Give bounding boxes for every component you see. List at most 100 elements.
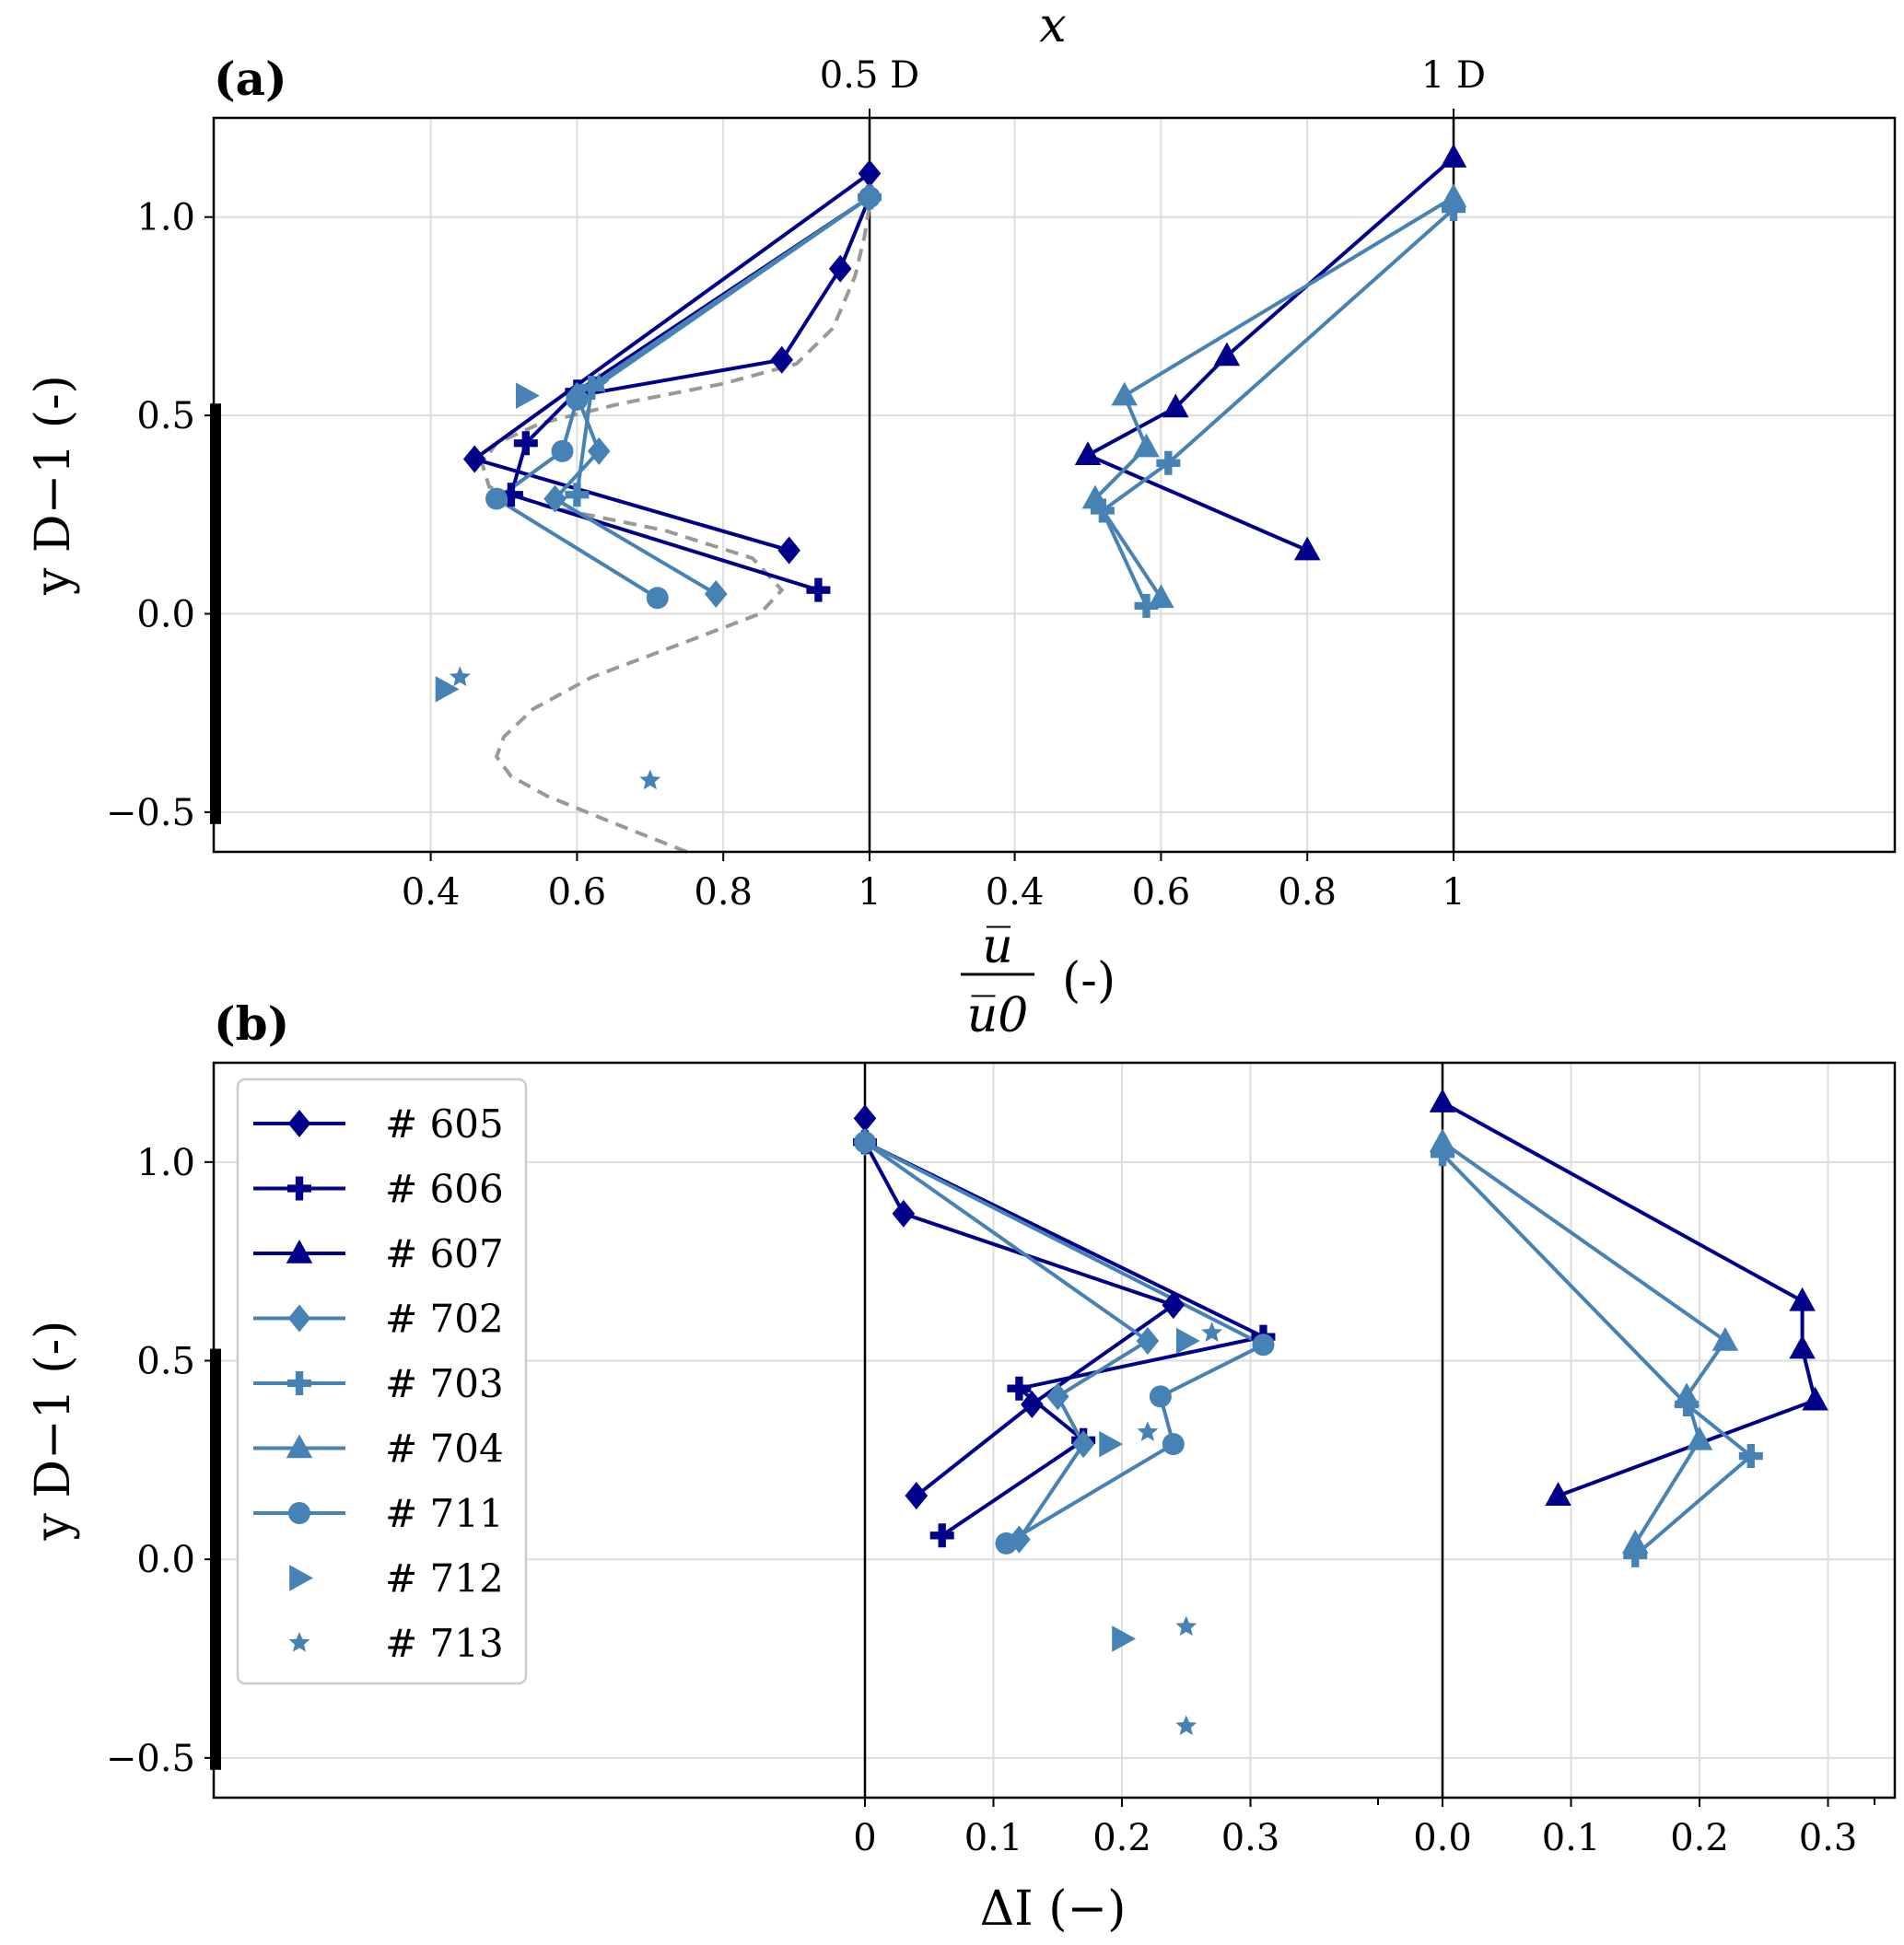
data-point [646,587,669,610]
series-line [552,195,871,596]
data-point [579,375,604,400]
series-line [470,171,871,553]
data-point [565,483,590,507]
y-tick-label: −0.5 [106,792,195,834]
data-point [1090,498,1115,523]
data-point [1201,1322,1223,1342]
data-point [513,431,538,456]
series-line [493,195,871,600]
series-line [1441,1140,1728,1544]
model-curve [479,204,871,854]
data-point [1252,1334,1275,1357]
data-point [858,159,882,188]
top-tick-label: 1 D [1421,54,1486,97]
y-tick-label: 0.5 [136,395,195,437]
x-tick-label: 0.2 [1092,1817,1151,1859]
x-tick-label: 0 [853,1817,876,1859]
data-point [543,484,567,513]
data-point [1162,393,1189,418]
y-axis-label: y D−1 (-) [26,375,81,596]
data-point [777,536,800,565]
series-line [1441,1152,1754,1557]
data-point [1007,1376,1032,1401]
data-point [1099,1430,1124,1458]
x-tick-label: 0.3 [1221,1817,1280,1859]
data-point [1789,1334,1816,1359]
legend-marker [286,1434,313,1459]
data-point [1440,144,1467,168]
data-point [1133,433,1160,458]
data-point [1175,1715,1197,1736]
data-point [1213,342,1241,367]
cylinder-marker [210,1348,221,1770]
data-point [1789,1287,1816,1311]
x-tick-label: 0.1 [964,1817,1023,1859]
plot-frame [212,116,1897,854]
legend-marker [288,1502,310,1524]
data-point [1149,1385,1172,1408]
series-line [863,1140,1151,1541]
panel-label: (a) [214,52,287,106]
data-point [1137,1421,1159,1441]
data-point [1440,183,1467,207]
data-point [587,437,611,465]
legend-marker [287,1371,311,1395]
series-line [577,196,871,398]
data-point [859,186,881,209]
y-tick-label: −0.5 [106,1738,195,1780]
data-point [462,445,486,473]
data-point [1431,1142,1454,1167]
x-tick-label: 0.8 [1278,871,1337,914]
panel-b: 0 0.1 0.2 0.3 0.0 0.1 0.2 0.3 −0.5 0.0 0.5 1.0 y D−1… [26,996,1897,1937]
legend-label: # 711 [385,1491,504,1536]
data-point [853,1104,877,1133]
data-point [806,577,831,602]
legend-label: # 713 [385,1621,504,1666]
y-tick-label: 1.0 [136,1142,195,1184]
data-point [1442,197,1466,222]
data-point [1429,1089,1456,1112]
legend-label: # 607 [385,1231,504,1276]
data-point [1175,1615,1197,1636]
data-point [1112,1625,1136,1652]
legend-marker [287,1304,311,1333]
data-point [929,1523,954,1548]
data-point [498,483,523,507]
data-point [1623,1543,1648,1567]
data-point [995,1532,1018,1555]
data-point [485,487,508,510]
legend-label: # 712 [385,1556,504,1601]
data-point [1021,1390,1044,1418]
data-point [1156,450,1181,475]
legend-marker [289,1565,313,1591]
data-point [435,676,460,703]
x-label-unit: (-) [1062,953,1116,1008]
top-tick-label: 0.5 D [820,54,919,97]
data-point [1148,584,1174,609]
legend-marker [288,1632,310,1652]
data-point [1738,1444,1763,1469]
series-line [1100,207,1455,607]
data-point [1429,1128,1456,1153]
data-point [1111,381,1138,406]
legend-marker [286,1240,313,1264]
data-point [1074,441,1102,465]
x-tick-label: 0.6 [548,871,607,914]
data-point [704,579,728,608]
y-axis-label: y D−1 (-) [26,1321,81,1542]
legend-label: # 606 [385,1167,504,1212]
legend-label: # 704 [385,1427,504,1472]
x-tick-label: 1 [858,871,881,914]
data-point [1673,1382,1700,1407]
x-tick-label: 0.1 [1542,1817,1601,1859]
data-point [1711,1326,1739,1351]
data-point [1134,593,1159,618]
data-point [1162,1433,1185,1456]
x-axis-label: ΔI (−) [980,1881,1127,1937]
data-point [1071,1430,1095,1459]
legend: # 605 # 606 # 607 # 702 # 703 # 704 # 711 # 712… [236,1077,528,1685]
y-tick-label: 0.0 [136,1539,195,1581]
cylinder-marker [210,403,221,824]
x-tick-label: 0.4 [402,871,461,914]
